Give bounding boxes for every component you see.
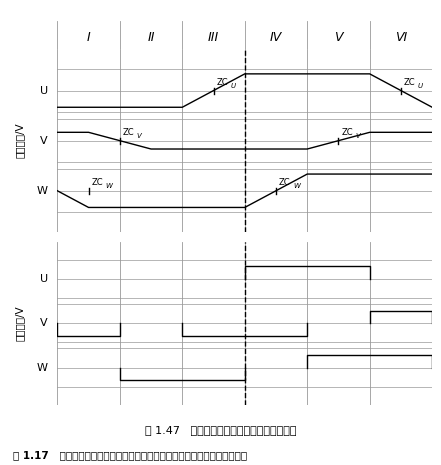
Text: V: V: [137, 133, 142, 140]
Text: U: U: [418, 83, 423, 89]
Text: U: U: [40, 86, 48, 96]
Text: VI: VI: [395, 31, 407, 44]
Text: U: U: [230, 83, 235, 89]
Text: 图 1.47   反电动势波形和相应的驱动电唸波形: 图 1.47 反电动势波形和相应的驱动电唸波形: [145, 425, 296, 435]
Text: V: V: [40, 318, 48, 328]
Text: III: III: [208, 31, 219, 44]
Text: ZC: ZC: [92, 179, 103, 187]
Text: W: W: [37, 363, 48, 372]
Text: II: II: [147, 31, 155, 44]
Text: 驱动电压/V: 驱动电压/V: [15, 306, 25, 341]
Text: ZC: ZC: [217, 78, 228, 87]
Text: ZC: ZC: [342, 128, 353, 137]
Text: 反电动势/V: 反电动势/V: [15, 123, 25, 159]
Text: V: V: [334, 31, 343, 44]
Text: W: W: [293, 183, 300, 189]
Text: ZC: ZC: [404, 78, 416, 87]
Text: W: W: [37, 186, 48, 196]
Text: W: W: [105, 183, 112, 189]
Text: ZC: ZC: [279, 179, 291, 187]
Text: ZC: ZC: [123, 128, 135, 137]
Text: V: V: [355, 133, 360, 140]
Text: 表 1.17   逆变电路内各功率开关器件的导通情况与反电动势过零点之间的关系: 表 1.17 逆变电路内各功率开关器件的导通情况与反电动势过零点之间的关系: [13, 450, 247, 460]
Text: I: I: [87, 31, 90, 44]
Text: IV: IV: [270, 31, 282, 44]
Text: V: V: [40, 136, 48, 146]
Text: U: U: [40, 274, 48, 284]
